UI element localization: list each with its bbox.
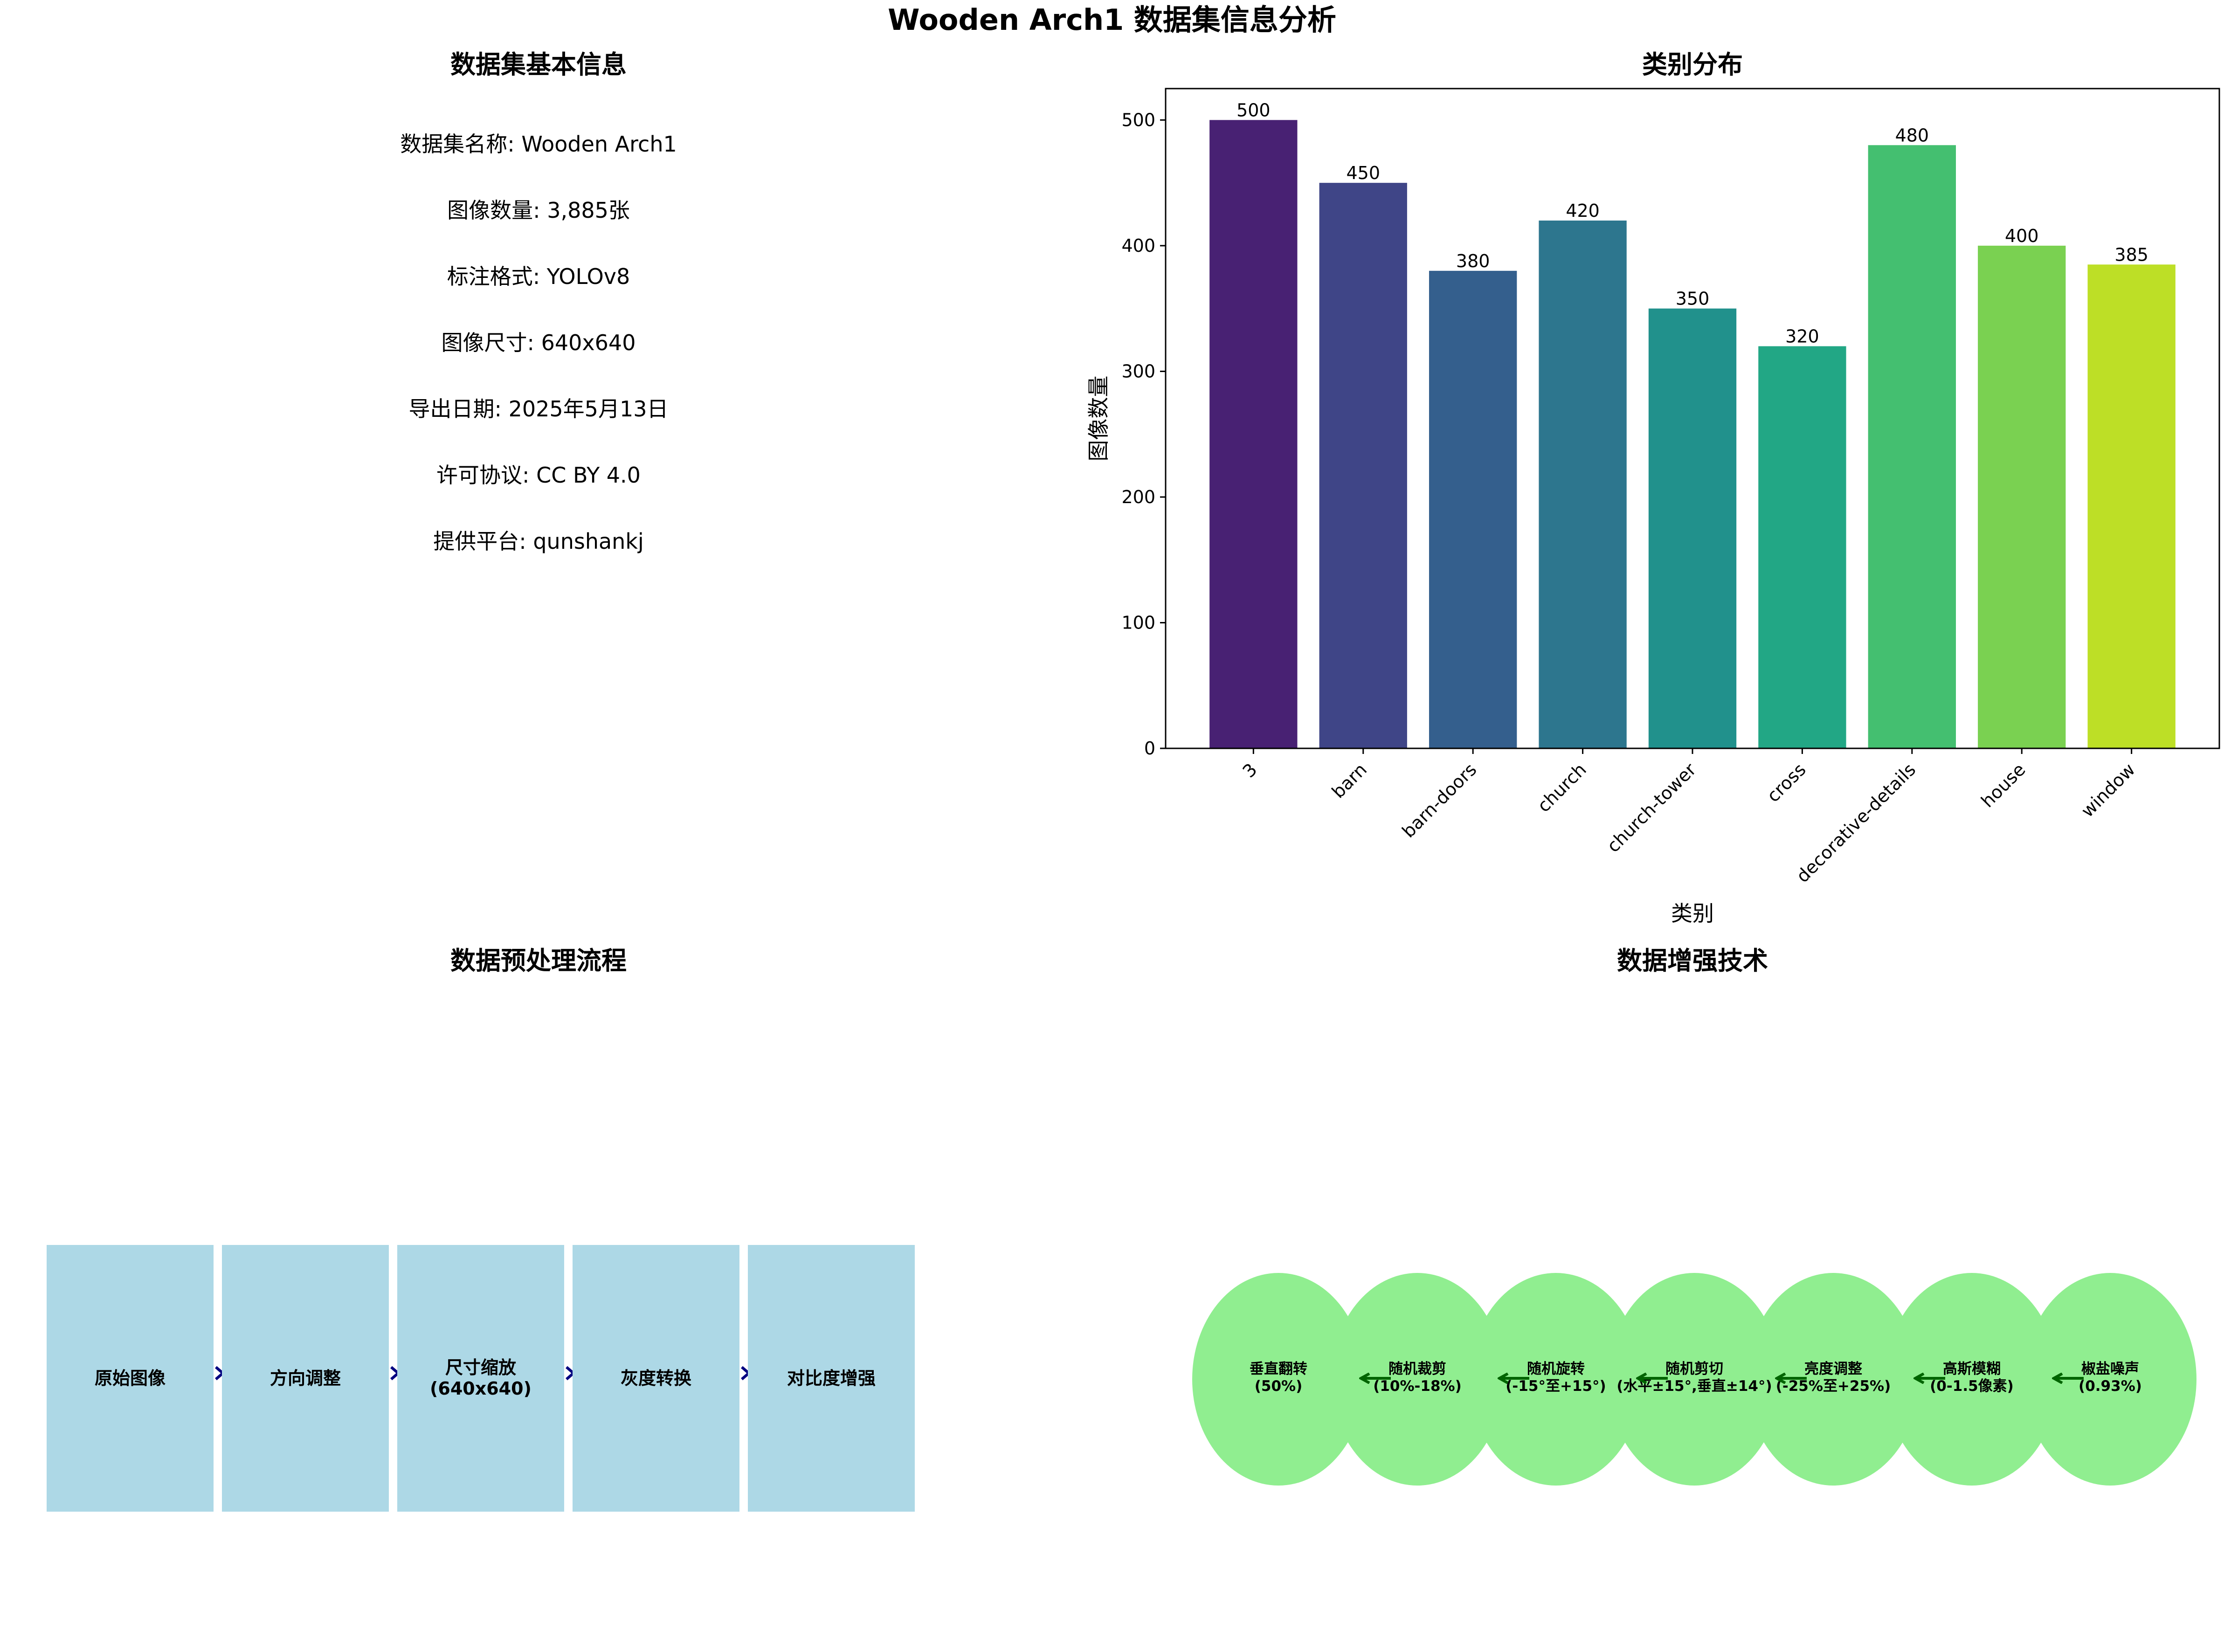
figure-title: Wooden Arch1 数据集信息分析	[888, 3, 1336, 37]
bar	[1868, 145, 1956, 749]
augmentation-label: 高斯模糊 (0-1.5像素)	[1930, 1361, 2014, 1395]
bar-value-label: 350	[1676, 289, 1710, 309]
info-line: 许可协议: CC BY 4.0	[436, 463, 641, 488]
bar-value-label: 500	[1236, 100, 1271, 120]
info-line: 图像数量: 3,885张	[447, 198, 630, 223]
arrow-left-icon	[1775, 1373, 1807, 1384]
bar-value-label: 400	[2005, 226, 2039, 246]
x-tick-label: church-tower	[1603, 759, 1700, 857]
bar	[1319, 183, 1407, 749]
bar-value-label: 480	[1895, 125, 1929, 145]
y-tick-label: 0	[1144, 738, 1155, 759]
augmentation-label: 椒盐噪声 (0.93%)	[2079, 1361, 2142, 1395]
y-tick-label: 200	[1121, 487, 1155, 507]
augmentation-panel-title: 数据增强技术	[1617, 946, 1768, 975]
flow-step: 对比度增强	[748, 1245, 915, 1512]
info-line: 导出日期: 2025年5月13日	[408, 396, 669, 422]
bar	[1648, 308, 1737, 748]
flow-step: 尺寸缩放 (640x640)	[397, 1245, 564, 1512]
bar	[2087, 264, 2176, 749]
y-tick-label: 300	[1121, 361, 1155, 381]
flow-step: 方向调整	[222, 1245, 389, 1512]
bar	[1429, 270, 1517, 748]
flow-step: 灰度转换	[573, 1245, 739, 1512]
y-axis-label: 图像数量	[1086, 376, 1111, 462]
arrow-left-icon	[1359, 1373, 1391, 1384]
info-line: 数据集名称: Wooden Arch1	[400, 131, 677, 157]
arrow-left-icon	[1913, 1373, 1945, 1384]
bar-value-label: 450	[1346, 163, 1380, 183]
info-line: 标注格式: YOLOv8	[447, 264, 630, 289]
arrow-left-icon	[2052, 1373, 2084, 1384]
info-line: 图像尺寸: 640x640	[441, 330, 636, 355]
x-tick-label: 3	[1238, 759, 1261, 781]
plot-frame	[1165, 88, 2220, 749]
flow-step: 原始图像	[47, 1245, 214, 1512]
augmentation-label: 随机裁剪 (10%-18%)	[1373, 1361, 1462, 1395]
x-tick-label: barn	[1328, 759, 1371, 802]
bar	[1209, 120, 1298, 748]
arrow-left-icon	[1498, 1373, 1529, 1384]
bar	[1758, 346, 1846, 748]
y-tick-label: 500	[1121, 110, 1155, 130]
bar-value-label: 420	[1566, 200, 1600, 221]
arrow-left-icon	[1636, 1373, 1668, 1384]
y-tick-label: 400	[1121, 235, 1155, 256]
info-line: 提供平台: qunshankj	[433, 529, 644, 554]
x-tick-label: decorative-details	[1792, 759, 1920, 886]
augmentation-label: 亮度调整 (-25%至+25%)	[1775, 1361, 1891, 1395]
y-tick-label: 100	[1121, 612, 1155, 633]
preprocess-panel-title: 数据预处理流程	[450, 946, 627, 975]
bar-value-label: 385	[2114, 244, 2148, 265]
x-tick-label: cross	[1763, 759, 1810, 806]
x-tick-label: church	[1533, 759, 1590, 816]
x-tick-label: house	[1977, 759, 2029, 811]
x-tick-label: barn-doors	[1398, 759, 1481, 842]
x-axis-label: 类别	[1671, 901, 1714, 926]
bar-value-label: 320	[1785, 326, 1819, 347]
bar-value-label: 380	[1456, 251, 1490, 271]
chart-title: 类别分布	[1642, 50, 1743, 79]
augmentation-label: 垂直翻转 (50%)	[1250, 1361, 1307, 1395]
x-tick-label: window	[2077, 759, 2139, 821]
info-panel-title: 数据集基本信息	[450, 50, 627, 79]
augmentation-label: 随机旋转 (-15°至+15°)	[1506, 1361, 1606, 1395]
bar	[1539, 221, 1627, 748]
bar	[1978, 245, 2066, 748]
